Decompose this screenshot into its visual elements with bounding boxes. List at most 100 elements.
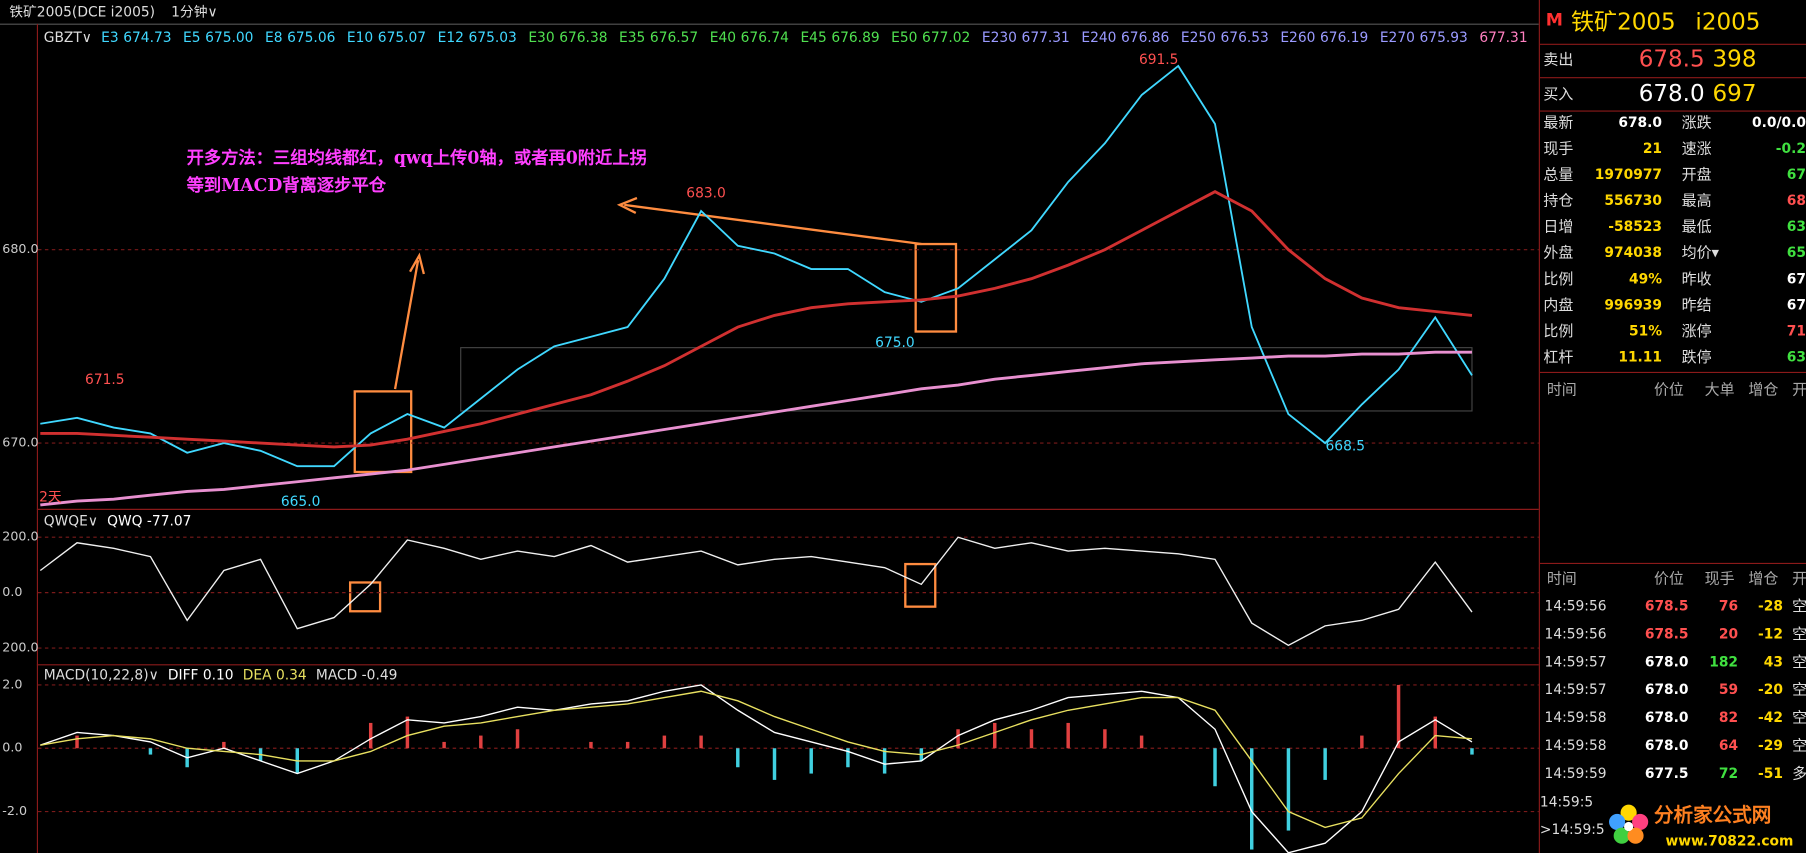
- stat-value: 51%: [1629, 323, 1662, 339]
- highlight-box: [904, 562, 937, 608]
- y-tick-label: 0.0: [2, 584, 22, 599]
- trade-oi: -12: [1758, 627, 1783, 643]
- y-tick-label: -2.0: [2, 803, 27, 818]
- trade-type: 空: [1792, 736, 1806, 754]
- price-line: [40, 350, 1472, 507]
- ma-value: 676.74: [741, 30, 789, 46]
- trade-price: 678.0: [1645, 654, 1689, 670]
- macd-bar: [625, 741, 630, 749]
- ma-name: E45: [800, 30, 826, 46]
- ma-value: 674.73: [123, 30, 171, 46]
- ma-value: 675.00: [205, 30, 253, 46]
- ma-name: E240: [1081, 30, 1116, 46]
- macd-bar: [479, 735, 483, 749]
- trade-type: 空: [1792, 681, 1806, 699]
- trade-type: 空: [1792, 597, 1806, 615]
- y-tick-label: 680.0: [2, 241, 38, 256]
- stat-label: 最低: [1682, 218, 1712, 236]
- ma-name: E8: [265, 30, 283, 46]
- watermark-url: www.70822.com: [1665, 833, 1793, 849]
- logo-petal: [1627, 827, 1644, 844]
- stat-label: 速涨: [1682, 140, 1712, 158]
- stat-label: 涨停: [1682, 322, 1712, 340]
- stat-value: 556730: [1604, 193, 1662, 209]
- stat-label: 外盘: [1543, 244, 1573, 262]
- ma-value: 676.57: [650, 30, 698, 46]
- logo-petal: [1620, 804, 1637, 821]
- macd-bar: [1066, 722, 1070, 749]
- stat-label: 最新: [1543, 114, 1573, 132]
- ma-name: E250: [1181, 30, 1216, 46]
- y-tick-label: 200.0: [2, 640, 38, 655]
- macd-bar: [1249, 748, 1254, 850]
- column-header: 时间: [1547, 381, 1577, 399]
- ma-name: E12: [438, 30, 464, 46]
- macd-bar: [1213, 748, 1217, 787]
- stat-label: 昨结: [1682, 296, 1712, 314]
- side-volume: 697: [1713, 81, 1757, 107]
- stat-label: 日增: [1543, 218, 1573, 236]
- macd-bar: [75, 735, 79, 749]
- ma-name: E260: [1280, 30, 1315, 46]
- stat-value: 67: [1787, 297, 1806, 313]
- stat-value: 63: [1787, 349, 1806, 365]
- stat-value: -58523: [1608, 219, 1662, 235]
- trade-price: 678.0: [1645, 710, 1689, 726]
- stat-label: 跌停: [1682, 348, 1712, 366]
- macd-bar: [368, 722, 373, 749]
- side-price: 678.0: [1639, 81, 1705, 107]
- macd-bar: [1286, 748, 1291, 831]
- ma-value: 676.38: [559, 30, 607, 46]
- trade-time: 14:59:57: [1545, 682, 1607, 698]
- stat-value: 996939: [1604, 297, 1662, 313]
- stat-value: 21: [1643, 141, 1662, 157]
- trade-type: 多: [1792, 764, 1806, 782]
- stat-label: 均价▾: [1682, 244, 1720, 262]
- trade-price: 678.0: [1645, 738, 1689, 754]
- stat-value: 974038: [1604, 245, 1662, 261]
- trade-volume: 64: [1719, 738, 1738, 754]
- macd-bar: [1139, 735, 1144, 749]
- ma-value: 676.19: [1320, 30, 1368, 46]
- trade-time: >14:59:5: [1540, 822, 1605, 838]
- ma-name: E35: [619, 30, 645, 46]
- highlight-box: [914, 242, 958, 333]
- side-volume: 398: [1713, 46, 1757, 72]
- ma-name: 677.31: [1479, 30, 1527, 46]
- stat-value: 65: [1787, 245, 1806, 261]
- trade-volume: 182: [1709, 654, 1738, 670]
- macd-bar: [1103, 729, 1107, 749]
- annotations: [348, 196, 958, 613]
- trade-type: 空: [1792, 709, 1806, 727]
- indicator-name: GBZT∨: [44, 30, 92, 46]
- stat-label: 持仓: [1543, 192, 1573, 210]
- trade-time: 14:59:58: [1545, 738, 1607, 754]
- diff-label: DIFF 0.10: [168, 668, 234, 684]
- highlight-box: [348, 581, 382, 613]
- side-label: 买入: [1543, 85, 1573, 103]
- diff-line: [40, 684, 1473, 853]
- stat-value: 49%: [1629, 271, 1662, 287]
- trade-type: 空: [1792, 625, 1806, 643]
- ma-name: E30: [528, 30, 554, 46]
- stat-label: 昨收: [1682, 270, 1712, 288]
- logo-center: [1624, 821, 1634, 832]
- macd-bar: [405, 716, 410, 749]
- macd-bar: [1323, 748, 1327, 780]
- macd-bar: [736, 748, 740, 768]
- trade-price: 678.0: [1645, 682, 1689, 698]
- trade-time: 14:59:59: [1545, 766, 1607, 782]
- y-tick-label: 200.0: [2, 529, 38, 544]
- ma-value: 675.03: [469, 30, 517, 46]
- range-box: [460, 347, 1473, 412]
- ma-value: 675.07: [378, 30, 426, 46]
- macd-bar: [148, 748, 153, 755]
- macd-bar: [515, 729, 520, 749]
- arrow: [624, 203, 922, 246]
- trade-time: 14:59:56: [1545, 599, 1607, 615]
- trade-time: 14:59:58: [1545, 710, 1607, 726]
- trade-type: 空: [1792, 653, 1806, 671]
- ma-name: E3: [101, 30, 119, 46]
- column-header: 开: [1792, 570, 1806, 588]
